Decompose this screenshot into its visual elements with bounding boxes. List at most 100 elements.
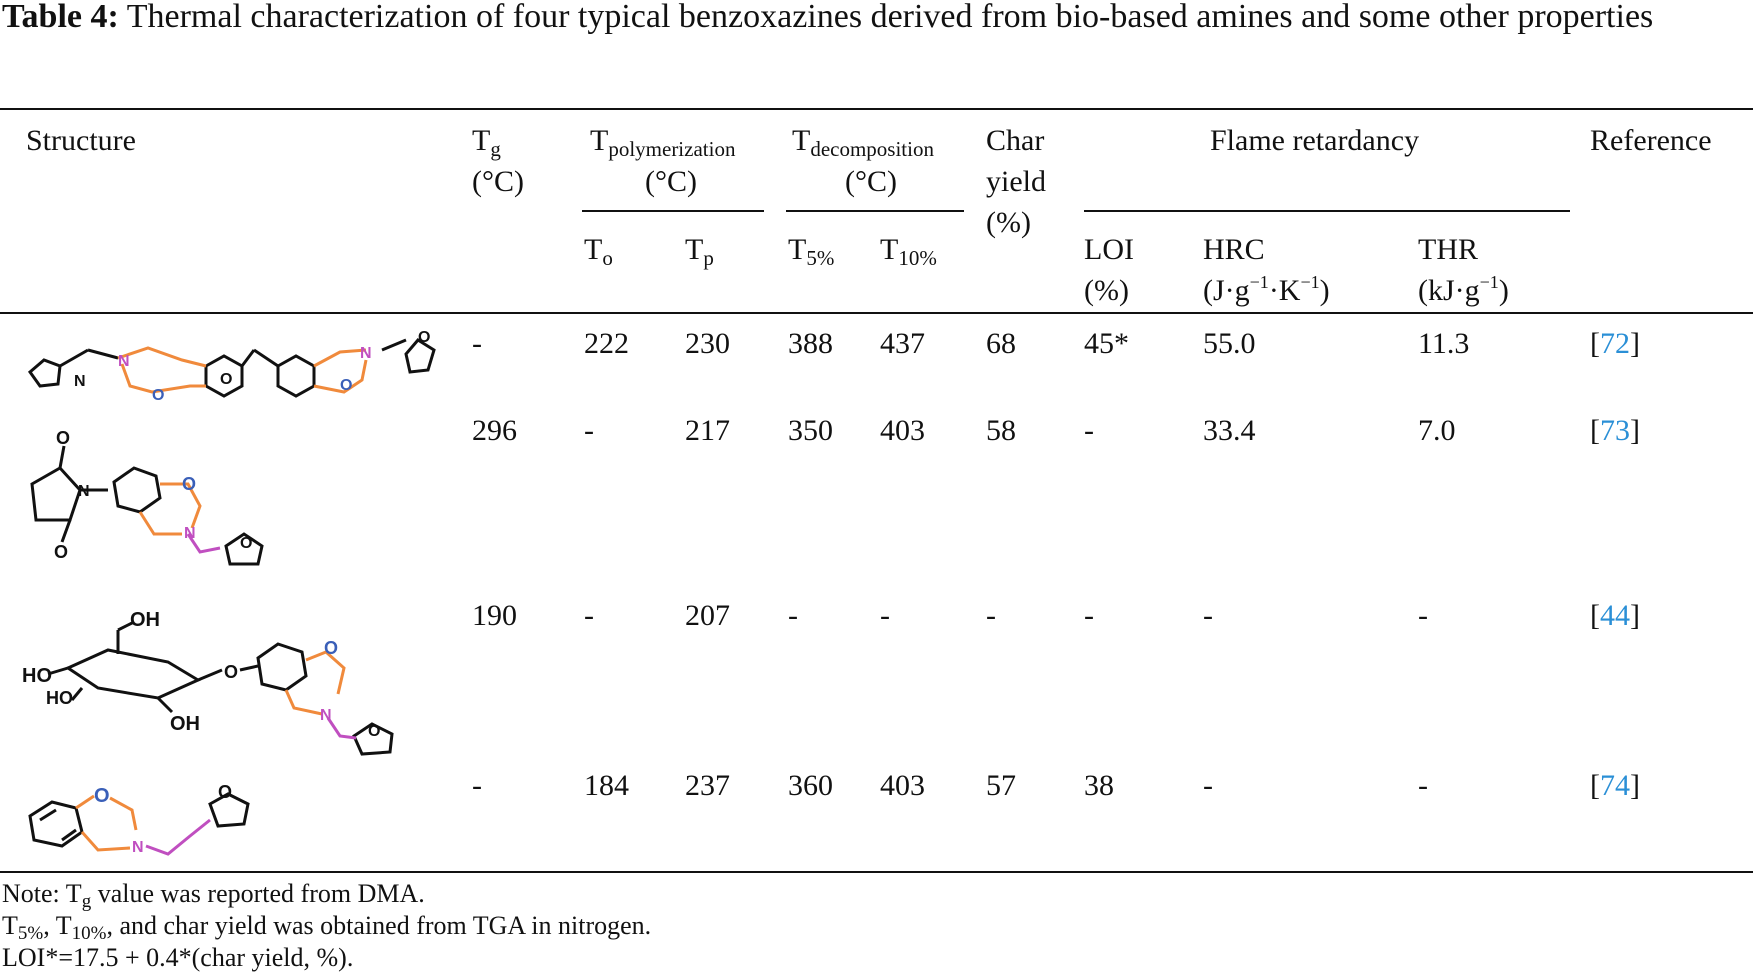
row-3-reference: [44] (1590, 599, 1640, 632)
header-t5: T5% (788, 233, 835, 270)
row-1-t10: 437 (880, 327, 925, 360)
row-3-thr: - (1418, 599, 1428, 632)
structure-3-image: OH HO HO OH O O N O (22, 609, 394, 756)
structure-1-label: N (74, 373, 86, 390)
header-tpolymerization-unit: (°C) (645, 165, 697, 198)
structure-3-label: HO (46, 688, 73, 708)
row-2-reference: [73] (1590, 414, 1640, 447)
row-4-hrc: - (1203, 769, 1213, 802)
structure-4-image: O N O (28, 782, 250, 856)
reference-link[interactable]: 44 (1600, 599, 1630, 632)
row-4-to: 184 (584, 769, 629, 802)
header-tpolymerization: Tpolymerization (590, 124, 736, 161)
structure-3-label: HO (22, 665, 52, 687)
row-2-tp: 217 (685, 414, 730, 447)
structure-4-label: N (132, 839, 144, 856)
header-hrc-unit: (J·g−1·K−1) (1203, 272, 1330, 307)
structure-3-label: O (324, 638, 338, 658)
row-3-hrc: - (1203, 599, 1213, 632)
structure-2-label: O (56, 428, 70, 448)
structure-3-label: O (224, 662, 238, 682)
header-hrc: HRC (1203, 233, 1265, 266)
row-4-reference: [74] (1590, 769, 1640, 802)
table-top-rule (0, 108, 1753, 110)
row-3-char-yield: - (986, 599, 996, 632)
header-char-line3: (%) (986, 206, 1031, 239)
caption-label: Table 4: (2, 0, 119, 35)
row-1-reference: [72] (1590, 327, 1640, 360)
structure-3-label: O (368, 723, 380, 740)
row-3-tp: 207 (685, 599, 730, 632)
header-loi-unit: (%) (1084, 274, 1129, 307)
reference-link[interactable]: 74 (1600, 769, 1630, 802)
structure-1-label: N (360, 345, 372, 362)
header-t10: T10% (880, 233, 937, 270)
header-char-line1: Char (986, 124, 1045, 157)
header-thr-unit: (kJ·g−1) (1418, 272, 1509, 307)
structure-4-label: O (218, 782, 232, 802)
row-2-hrc: 33.4 (1203, 414, 1256, 447)
row-4-t10: 403 (880, 769, 925, 802)
row-2-tg: 296 (472, 414, 517, 447)
structure-1-label: O (152, 387, 164, 404)
structure-2-label: N (184, 525, 196, 542)
table-note-1: Note: Tg value was reported from DMA. (2, 879, 425, 912)
header-loi: LOI (1084, 233, 1134, 266)
row-1-hrc: 55.0 (1203, 327, 1256, 360)
structure-1-label: N (118, 353, 130, 370)
row-2-to: - (584, 414, 594, 447)
header-char-line2: yield (986, 165, 1046, 198)
structure-1-label: O (340, 377, 352, 394)
header-to: To (584, 233, 613, 270)
row-3-loi: - (1084, 599, 1094, 632)
row-3-t10: - (880, 599, 890, 632)
row-1-thr: 11.3 (1418, 327, 1470, 360)
row-1-tp: 230 (685, 327, 730, 360)
table-note-2: T5%, T10%, and char yield was obtained f… (2, 911, 652, 944)
structure-3-label: OH (170, 713, 200, 735)
row-3-tg: 190 (472, 599, 517, 632)
header-tdecomposition: Tdecomposition (792, 124, 934, 161)
table-note-3: LOI*=17.5 + 0.4*(char yield, %). (2, 943, 354, 972)
header-thr: THR (1418, 233, 1478, 266)
structure-2-label: N (78, 483, 90, 500)
row-2-t10: 403 (880, 414, 925, 447)
row-2-loi: - (1084, 414, 1094, 447)
header-tg-unit: (°C) (472, 165, 524, 198)
structure-4-label: O (94, 785, 110, 807)
row-4-tg: - (472, 769, 482, 802)
header-structure: Structure (26, 124, 136, 157)
caption-text: Thermal characterization of four typical… (126, 0, 1654, 35)
row-1-t5: 388 (788, 327, 833, 360)
reference-link[interactable]: 72 (1600, 327, 1630, 360)
header-tdecomposition-unit: (°C) (845, 165, 897, 198)
row-2-char-yield: 58 (986, 414, 1016, 447)
table-caption: Table 4: Thermal characterization of fou… (2, 0, 1747, 40)
structure-1-label: O (418, 329, 430, 346)
tdecomposition-subrule (786, 210, 964, 212)
structure-2-label: O (182, 474, 196, 494)
header-tg: Tg (472, 124, 501, 161)
row-4-t5: 360 (788, 769, 833, 802)
row-1-tg: - (472, 327, 482, 360)
reference-link[interactable]: 73 (1600, 414, 1630, 447)
row-4-loi: 38 (1084, 769, 1114, 802)
structure-2-label: O (240, 535, 252, 552)
tpolymerization-subrule (582, 210, 764, 212)
table-bottom-rule (0, 871, 1753, 873)
row-1-char-yield: 68 (986, 327, 1016, 360)
header-flame-retardancy: Flame retardancy (1210, 124, 1420, 157)
row-4-thr: - (1418, 769, 1428, 802)
structure-1-label: O (220, 371, 232, 388)
row-3-t5: - (788, 599, 798, 632)
table-header-rule (0, 312, 1753, 314)
structure-1-image: N N N O O O O (27, 329, 436, 404)
row-2-thr: 7.0 (1418, 414, 1456, 447)
header-tp: Tp (685, 233, 714, 270)
structure-2-image: O N O N O O (30, 428, 264, 566)
row-1-to: 222 (584, 327, 629, 360)
structure-2-label: O (54, 542, 68, 562)
flame-retardancy-subrule (1084, 210, 1570, 212)
row-3-to: - (584, 599, 594, 632)
structure-3-label: N (320, 707, 332, 724)
